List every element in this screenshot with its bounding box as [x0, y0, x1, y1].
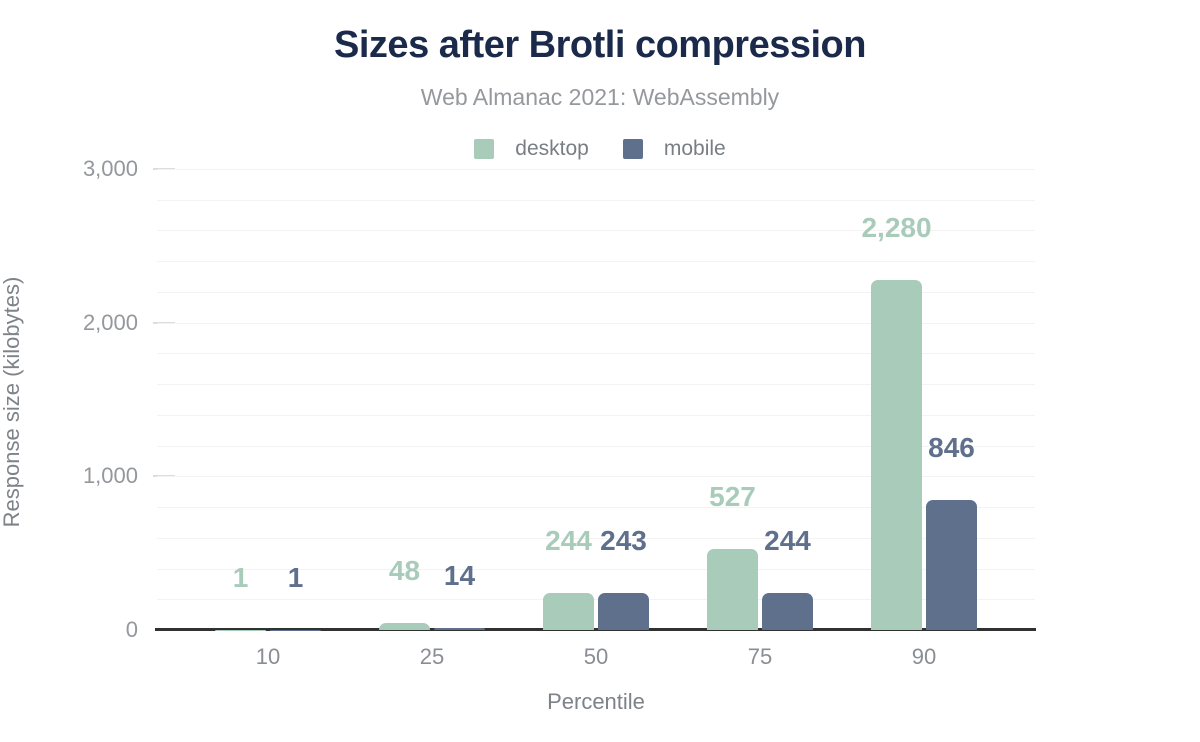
bar-mobile-p25[interactable]: [434, 627, 485, 630]
bar-value-label-mobile-p25: 14: [443, 559, 476, 591]
bar-value-label-desktop-p50: 244: [545, 524, 592, 556]
bar-mobile-p90[interactable]: [926, 500, 977, 630]
gridline: [157, 414, 1035, 416]
bar-value-label-desktop-p90: 2,280: [861, 211, 932, 243]
chart-title: Sizes after Brotli compression: [334, 24, 866, 66]
legend-item-desktop[interactable]: desktop: [474, 137, 589, 161]
x-tick-label: 75: [747, 644, 773, 669]
gridline: [157, 537, 1035, 539]
plot-area: 1 48 244 527 2,280 1 14 243 244 846: [157, 169, 1035, 630]
legend-item-mobile[interactable]: mobile: [622, 137, 726, 161]
gridline: [157, 169, 1035, 170]
x-tick-label: 10: [255, 644, 281, 669]
y-axis-title: Response size (kilobytes): [0, 276, 24, 528]
gridline: [157, 445, 1035, 447]
bar-value-label-mobile-p50: 243: [600, 524, 647, 556]
bar-value-label-mobile-p90: 846: [928, 432, 975, 463]
bar-value-label-desktop-p10: 1: [232, 561, 249, 593]
x-tick-label: 50: [583, 644, 609, 669]
y-tick-label: 1,000: [82, 463, 138, 489]
gridline: [157, 476, 1035, 478]
gridline: [157, 353, 1035, 355]
x-axis-title: Percentile: [547, 689, 645, 714]
gridline: [157, 322, 1035, 324]
x-axis-line: [155, 628, 1036, 631]
bar-desktop-p50[interactable]: [543, 592, 594, 630]
legend-label-mobile: mobile: [663, 137, 726, 160]
chart-subtitle: Web Almanac 2021: WebAssembly: [420, 84, 780, 110]
gridline: [157, 261, 1035, 263]
legend: desktop mobile: [0, 137, 1200, 161]
bar-mobile-p50[interactable]: [598, 592, 649, 630]
bar-value-label-desktop-p75: 527: [709, 481, 756, 513]
bar-mobile-p75[interactable]: [762, 592, 813, 630]
y-tick-label: 0: [125, 617, 138, 642]
bar-desktop-p25[interactable]: [379, 622, 430, 630]
bar-value-label-mobile-p10: 1: [287, 561, 304, 593]
x-tick-label: 90: [911, 644, 937, 669]
legend-label-desktop: desktop: [515, 137, 589, 160]
gridline: [157, 384, 1035, 386]
gridline: [157, 507, 1035, 509]
gridline: [157, 199, 1035, 201]
bar-desktop-p75[interactable]: [707, 549, 758, 630]
mobile-color-swatch-icon: [622, 139, 643, 159]
y-tick-label: 3,000: [82, 156, 138, 181]
bar-value-label-desktop-p25: 48: [388, 554, 421, 586]
desktop-color-swatch-icon: [474, 139, 495, 159]
gridline: [157, 599, 1035, 601]
gridline: [157, 568, 1035, 570]
x-tick-label: 25: [419, 644, 445, 669]
gridline: [157, 291, 1035, 293]
gridline: [157, 230, 1035, 232]
y-tick-label: 2,000: [82, 309, 138, 335]
bar-desktop-p90[interactable]: [871, 279, 922, 630]
bar-value-label-mobile-p75: 244: [764, 524, 811, 556]
